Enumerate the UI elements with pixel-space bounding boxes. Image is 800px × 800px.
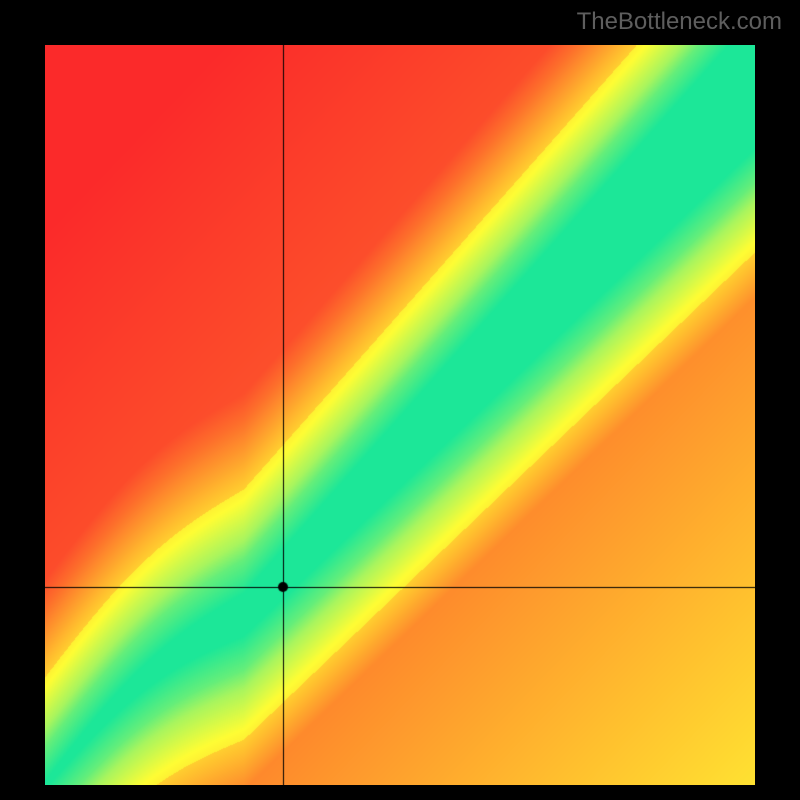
chart-container: TheBottleneck.com bbox=[0, 0, 800, 800]
watermark-text: TheBottleneck.com bbox=[577, 8, 782, 36]
bottleneck-heatmap bbox=[45, 45, 755, 785]
